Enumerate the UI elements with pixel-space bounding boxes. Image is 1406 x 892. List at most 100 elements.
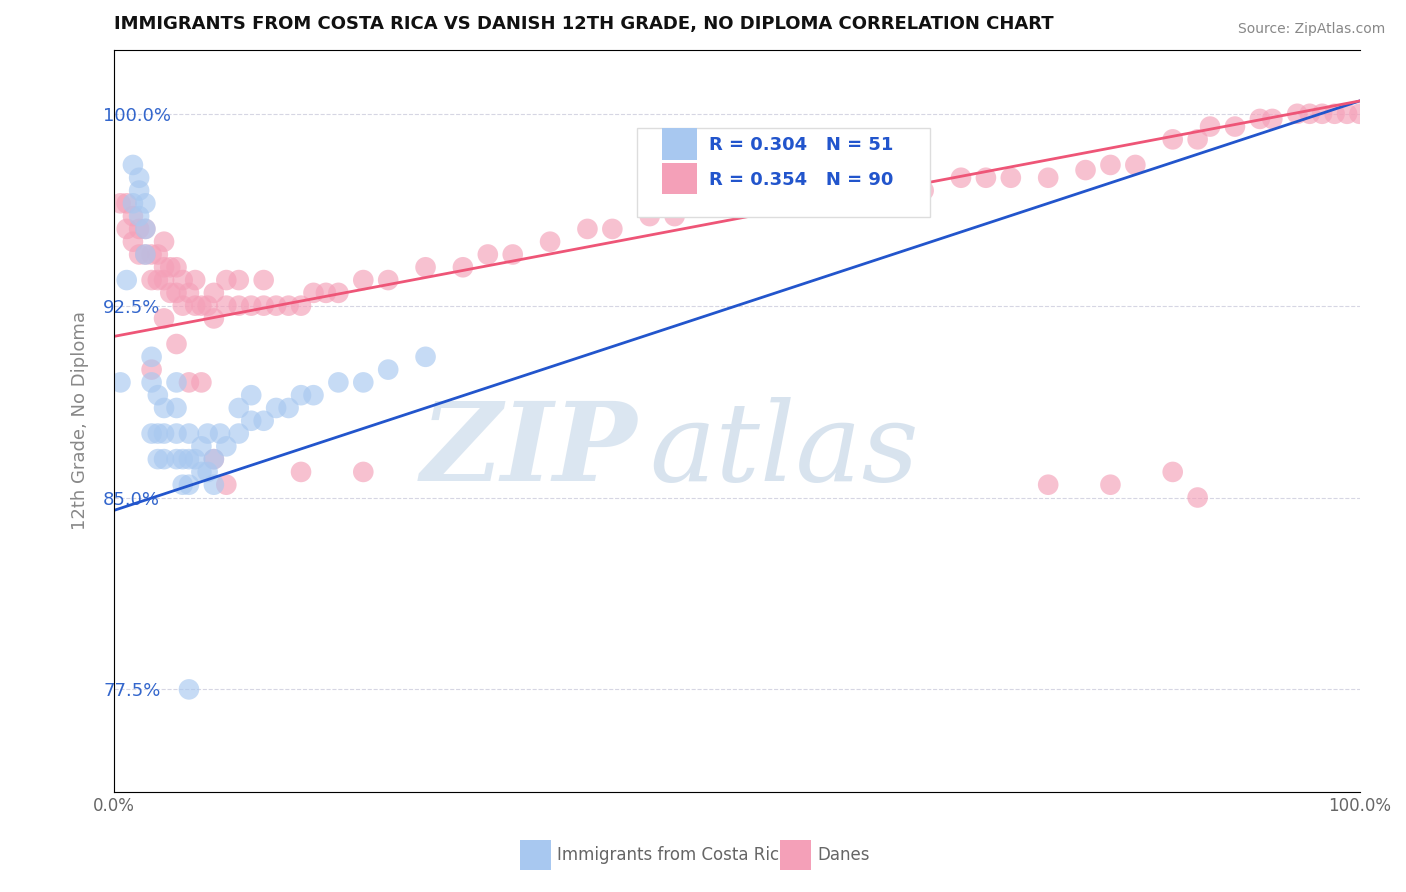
Point bbox=[134, 247, 156, 261]
Point bbox=[215, 477, 238, 491]
Point bbox=[128, 222, 150, 236]
Bar bbox=[662, 128, 697, 160]
FancyBboxPatch shape bbox=[637, 128, 929, 217]
Point bbox=[159, 285, 181, 300]
Point bbox=[134, 222, 156, 236]
Point bbox=[146, 426, 169, 441]
Point bbox=[1199, 120, 1222, 134]
Point bbox=[115, 273, 138, 287]
Point bbox=[166, 452, 188, 467]
Point bbox=[328, 285, 350, 300]
Point bbox=[477, 247, 499, 261]
Point bbox=[352, 273, 374, 287]
Point bbox=[602, 222, 624, 236]
Point bbox=[134, 222, 156, 236]
Point bbox=[172, 452, 194, 467]
Point bbox=[277, 299, 299, 313]
Point bbox=[1187, 491, 1209, 505]
Point bbox=[122, 196, 145, 211]
Point bbox=[1125, 158, 1147, 172]
Point bbox=[1286, 107, 1309, 121]
Text: Danes: Danes bbox=[817, 846, 869, 863]
Point bbox=[122, 158, 145, 172]
Point bbox=[912, 184, 935, 198]
Point bbox=[177, 376, 200, 390]
Point bbox=[134, 196, 156, 211]
Point bbox=[153, 273, 176, 287]
Point bbox=[146, 452, 169, 467]
Point bbox=[851, 196, 873, 211]
Point bbox=[128, 247, 150, 261]
Point bbox=[215, 273, 238, 287]
Point bbox=[153, 426, 176, 441]
Point bbox=[1223, 120, 1246, 134]
Point bbox=[1038, 170, 1060, 185]
Point bbox=[215, 299, 238, 313]
Point bbox=[190, 376, 212, 390]
Point bbox=[1161, 465, 1184, 479]
Text: Source: ZipAtlas.com: Source: ZipAtlas.com bbox=[1237, 22, 1385, 37]
Point bbox=[110, 196, 132, 211]
Point bbox=[141, 247, 163, 261]
Point bbox=[253, 414, 276, 428]
Point bbox=[725, 196, 748, 211]
Point bbox=[202, 477, 225, 491]
Point bbox=[228, 401, 250, 415]
Y-axis label: 12th Grade, No Diploma: 12th Grade, No Diploma bbox=[72, 311, 89, 530]
Point bbox=[277, 401, 299, 415]
Point bbox=[215, 439, 238, 453]
Point bbox=[328, 376, 350, 390]
Point bbox=[228, 273, 250, 287]
Point bbox=[146, 273, 169, 287]
Point bbox=[228, 426, 250, 441]
Point bbox=[146, 247, 169, 261]
Point bbox=[202, 285, 225, 300]
Point bbox=[787, 196, 810, 211]
Point bbox=[240, 388, 263, 402]
Point bbox=[202, 452, 225, 467]
Point bbox=[302, 388, 325, 402]
Point bbox=[1099, 477, 1122, 491]
Point bbox=[974, 170, 997, 185]
Point bbox=[253, 299, 276, 313]
Point bbox=[122, 209, 145, 223]
Text: R = 0.304   N = 51: R = 0.304 N = 51 bbox=[710, 136, 894, 153]
Point bbox=[538, 235, 561, 249]
Point bbox=[502, 247, 524, 261]
Point bbox=[177, 426, 200, 441]
Point bbox=[190, 465, 212, 479]
Point bbox=[1299, 107, 1322, 121]
Point bbox=[141, 376, 163, 390]
Point bbox=[177, 477, 200, 491]
Point bbox=[290, 388, 312, 402]
Point bbox=[1249, 112, 1271, 126]
Point bbox=[950, 170, 973, 185]
Point bbox=[141, 362, 163, 376]
Point bbox=[128, 184, 150, 198]
Point bbox=[172, 299, 194, 313]
Point bbox=[253, 273, 276, 287]
Point bbox=[197, 426, 219, 441]
Point bbox=[166, 285, 188, 300]
Text: Immigrants from Costa Rica: Immigrants from Costa Rica bbox=[557, 846, 789, 863]
Point bbox=[197, 465, 219, 479]
Text: R = 0.354   N = 90: R = 0.354 N = 90 bbox=[710, 171, 894, 189]
Text: IMMIGRANTS FROM COSTA RICA VS DANISH 12TH GRADE, NO DIPLOMA CORRELATION CHART: IMMIGRANTS FROM COSTA RICA VS DANISH 12T… bbox=[114, 15, 1054, 33]
Point bbox=[128, 170, 150, 185]
Point bbox=[166, 260, 188, 275]
Point bbox=[141, 273, 163, 287]
Point bbox=[240, 299, 263, 313]
Point bbox=[146, 388, 169, 402]
Point bbox=[128, 209, 150, 223]
Point bbox=[264, 401, 287, 415]
Point bbox=[202, 311, 225, 326]
Point bbox=[264, 299, 287, 313]
Point bbox=[352, 376, 374, 390]
Point bbox=[153, 452, 176, 467]
Point bbox=[1074, 163, 1097, 178]
Point bbox=[415, 350, 437, 364]
Point bbox=[240, 414, 263, 428]
Point bbox=[177, 682, 200, 697]
Point bbox=[638, 209, 661, 223]
Point bbox=[1187, 132, 1209, 146]
